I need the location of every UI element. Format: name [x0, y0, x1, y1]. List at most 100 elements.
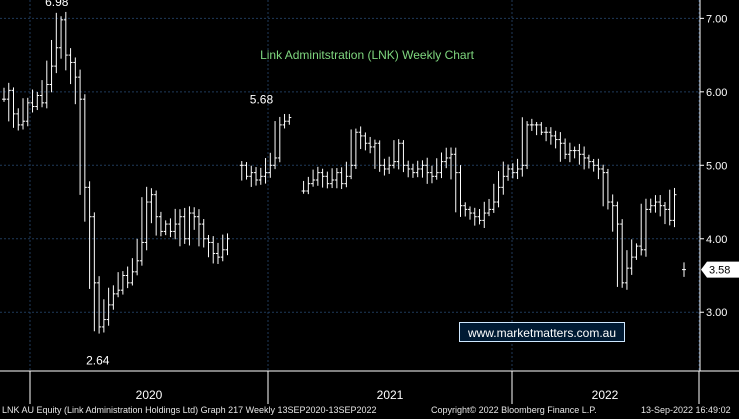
- price-bar: [130, 258, 135, 286]
- price-bar: [672, 187, 677, 228]
- price-bar: [30, 89, 35, 113]
- price-bar: [106, 287, 111, 326]
- price-bar: [211, 236, 216, 264]
- price-bar: [567, 142, 572, 163]
- last-price-label: 3.58: [709, 265, 730, 277]
- price-bar: [596, 158, 601, 180]
- price-bar: [244, 162, 249, 180]
- price-bar: [448, 147, 453, 180]
- price-bar: [406, 160, 411, 178]
- price-bar: [163, 220, 168, 236]
- price-bar: [387, 156, 392, 174]
- price-bar: [548, 127, 553, 145]
- website-watermark[interactable]: www.marketmatters.com.au: [459, 322, 625, 342]
- price-bar: [472, 207, 477, 226]
- price-bar: [282, 113, 287, 129]
- price-bar: [539, 122, 544, 136]
- price-bar: [192, 207, 197, 230]
- price-bar: [25, 97, 30, 127]
- y-tick-label: 3.00: [706, 307, 727, 319]
- price-bar: [254, 167, 259, 186]
- price-bar: [444, 147, 449, 169]
- y-tick-label: 7.00: [706, 13, 727, 25]
- footer-timestamp: 13-Sep-2022 16:49:02: [641, 405, 731, 415]
- price-bar: [410, 163, 415, 178]
- price-bar: [358, 126, 363, 150]
- price-bar: [572, 146, 577, 159]
- price-bar: [206, 234, 211, 258]
- plot-background: [0, 0, 700, 371]
- price-bar: [334, 168, 339, 189]
- price-bar: [263, 158, 268, 184]
- x-tick-label: 2021: [377, 388, 404, 402]
- price-bar: [591, 158, 596, 172]
- price-bar: [196, 209, 201, 247]
- price-bar: [368, 136, 373, 154]
- price-bar: [529, 118, 534, 131]
- x-tick-label: 2020: [136, 388, 163, 402]
- price-bar: [629, 239, 634, 275]
- footer: LNK AU Equity (Link Administration Holdi…: [0, 404, 739, 419]
- last-price-tag-box: [701, 261, 739, 278]
- price-bar: [682, 262, 686, 277]
- price-bars: [2, 11, 686, 334]
- price-bar: [396, 139, 401, 170]
- price-bar: [463, 202, 468, 217]
- price-bar: [487, 198, 492, 217]
- price-bar: [582, 146, 587, 170]
- price-bar: [491, 183, 496, 213]
- price-bar: [182, 207, 187, 244]
- price-bar: [420, 160, 425, 178]
- x-tick-label: 2022: [592, 388, 619, 402]
- price-bar: [44, 60, 49, 109]
- price-bar: [653, 195, 658, 213]
- price-bar: [116, 272, 121, 298]
- price-bar: [158, 211, 163, 237]
- price-bar: [458, 165, 463, 217]
- price-bar: [301, 180, 306, 194]
- price-bar: [363, 132, 368, 151]
- price-bar: [268, 152, 273, 178]
- price-bar: [339, 167, 344, 189]
- price-bar: [49, 39, 54, 93]
- last-price-tag: 3.58: [701, 261, 739, 278]
- price-bar: [349, 129, 354, 180]
- price-bar: [453, 147, 458, 213]
- price-bar: [173, 208, 178, 240]
- price-bar: [586, 154, 591, 169]
- y-tick-label: 5.00: [706, 160, 727, 172]
- price-bar: [667, 189, 672, 226]
- price-bar: [601, 164, 606, 207]
- price-bar: [239, 161, 244, 181]
- price-bar: [425, 157, 430, 184]
- price-bar: [54, 12, 59, 74]
- price-bar: [306, 176, 311, 195]
- price-bar: [639, 203, 644, 256]
- price-bar: [258, 167, 263, 185]
- price-bar: [377, 140, 382, 172]
- price-bar: [154, 190, 159, 236]
- price-bar: [496, 171, 501, 208]
- price-bar: [553, 130, 558, 149]
- price-bar: [391, 140, 396, 169]
- price-annotation: 6.98: [45, 0, 69, 9]
- price-bar: [92, 212, 97, 332]
- price-bar: [353, 128, 358, 169]
- price-bar: [315, 166, 320, 186]
- price-bar: [187, 206, 192, 246]
- price-bar: [215, 242, 220, 264]
- price-bar: [273, 121, 278, 170]
- price-bar: [482, 201, 487, 228]
- price-bar: [225, 233, 230, 256]
- price-bar: [325, 171, 330, 189]
- x-axis-band: [0, 371, 739, 404]
- price-bar: [277, 116, 282, 163]
- price-bar: [615, 201, 620, 287]
- price-bar: [11, 87, 16, 128]
- price-bar: [73, 57, 78, 105]
- price-bar: [544, 126, 549, 142]
- price-bar: [620, 219, 625, 288]
- price-bar: [558, 132, 563, 162]
- price-bar: [534, 121, 539, 136]
